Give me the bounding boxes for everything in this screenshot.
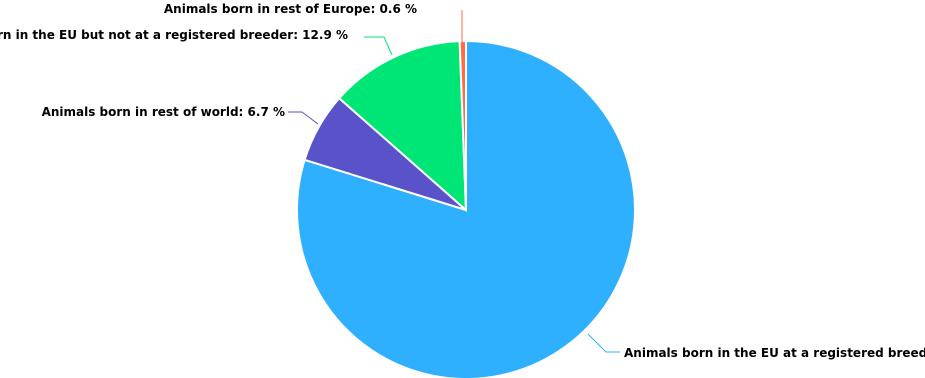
leader-lines bbox=[288, 10, 620, 353]
slice-label: Animals born in the EU at a registered b… bbox=[624, 346, 925, 360]
slice-label: Animals born in rest of Europe: 0.6 % bbox=[164, 2, 417, 16]
slice-label: Animals born in the EU but not at a regi… bbox=[0, 28, 348, 42]
leader-line bbox=[587, 333, 620, 353]
slice-label: Animals born in rest of world: 6.7 % bbox=[42, 105, 285, 119]
leader-line bbox=[364, 36, 393, 56]
leader-line bbox=[288, 111, 319, 125]
data-labels: Animals born in the EU at a registered b… bbox=[0, 2, 925, 360]
pie-slice[interactable] bbox=[337, 40, 468, 213]
pie-slices bbox=[296, 39, 636, 378]
pie-slice[interactable] bbox=[458, 39, 467, 211]
